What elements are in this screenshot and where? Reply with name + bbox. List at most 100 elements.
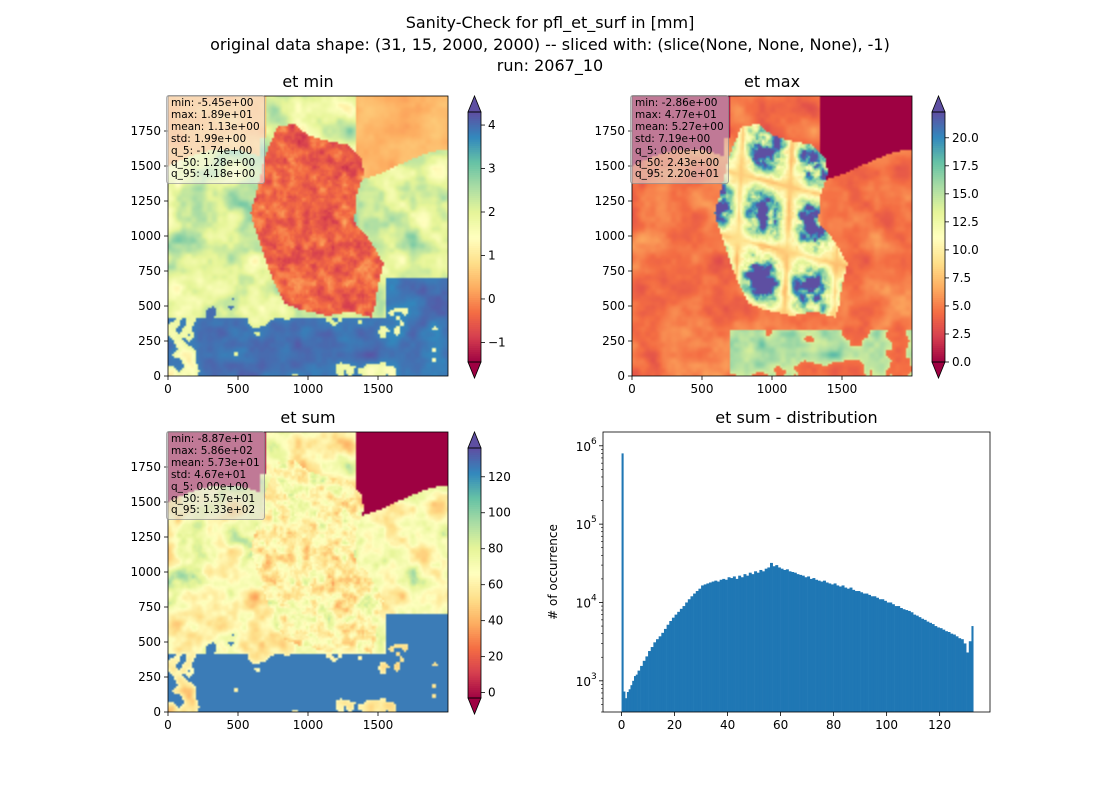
colorbar-segment <box>932 282 945 286</box>
stat-line: q_5: 0.00e+00 <box>635 144 713 157</box>
y-tick-label: 750 <box>602 264 625 278</box>
colorbar-segment <box>468 116 481 119</box>
colorbar-segment <box>468 164 481 167</box>
colorbar-segment <box>468 132 481 136</box>
colorbar-segment <box>468 122 481 126</box>
histogram-bar <box>915 615 919 712</box>
colorbar-segment <box>468 130 481 134</box>
histogram-bar <box>679 608 683 712</box>
histogram-bar <box>759 569 763 712</box>
colorbar-segment <box>468 266 481 269</box>
histogram-bar <box>653 642 657 712</box>
colorbar-segment <box>468 514 481 518</box>
colorbar-segment <box>468 237 481 240</box>
colorbar-segment <box>468 473 481 476</box>
colorbar-segment <box>932 155 945 159</box>
histogram-bar <box>724 579 728 712</box>
histogram-bar <box>796 574 800 712</box>
colorbar-segment <box>468 259 481 263</box>
colorbar-segment <box>932 187 945 190</box>
histogram-bar <box>865 593 869 712</box>
colorbar-segment <box>932 278 945 282</box>
colorbar-segment <box>468 591 481 595</box>
stat-line: max: 5.86e+02 <box>171 444 253 457</box>
histogram-bar <box>793 572 797 712</box>
colorbar-segment <box>932 224 945 228</box>
colorbar-extend-max <box>467 94 482 113</box>
colorbar-segment <box>468 600 481 603</box>
y-tick-label: 1500 <box>130 495 161 509</box>
colorbar-segment <box>468 468 481 472</box>
colorbar-segment <box>468 535 481 539</box>
histogram-bar <box>807 576 811 712</box>
x-tick-label: 100 <box>875 718 898 732</box>
colorbar-segment <box>468 652 481 655</box>
histogram-bar <box>656 639 659 712</box>
colorbar-segment <box>468 683 481 687</box>
y-tick-label: 250 <box>602 334 625 348</box>
colorbar-segment <box>468 560 481 564</box>
colorbar-tick-label: 1 <box>488 248 496 262</box>
colorbar-segment <box>468 339 481 342</box>
stat-line: std: 4.67e+01 <box>171 468 247 481</box>
colorbar-segment <box>932 316 945 319</box>
colorbar-segment <box>468 147 481 151</box>
colorbar-segment <box>932 122 945 126</box>
colorbar-segment <box>932 209 945 213</box>
y-tick-label: 10 <box>576 596 591 610</box>
histogram-bar <box>876 597 879 712</box>
colorbar-segment <box>468 579 481 582</box>
colorbar-segment <box>468 272 481 276</box>
colorbar-segment <box>468 454 481 457</box>
colorbar-et-min: −1 0 1 2 3 4 <box>467 94 506 380</box>
x-tick-label: 0 <box>164 718 172 732</box>
colorbar-segment <box>932 345 945 349</box>
colorbar-segment <box>932 172 945 176</box>
colorbar-segment <box>468 566 481 570</box>
colorbar-segment <box>468 278 481 282</box>
histogram-bar <box>746 575 750 712</box>
histogram-bar <box>732 576 736 712</box>
colorbar-segment <box>932 226 945 230</box>
histogram-bar <box>642 660 646 712</box>
colorbar-segment <box>468 262 481 265</box>
colorbar-segment <box>932 128 945 132</box>
colorbar-segment <box>468 178 481 182</box>
histogram-bar <box>788 571 792 712</box>
colorbar-segment <box>468 456 481 460</box>
histogram-bar <box>661 632 665 712</box>
histogram-bar <box>860 592 864 712</box>
colorbar-segment <box>468 241 481 244</box>
colorbar-segment <box>468 585 481 589</box>
colorbar-segment <box>932 166 945 169</box>
colorbar-segment <box>932 299 945 303</box>
colorbar-segment <box>468 245 481 249</box>
colorbar-tick-label: 0 <box>488 292 496 306</box>
colorbar-segment <box>468 498 481 501</box>
x-tick-label: 80 <box>826 718 841 732</box>
histogram-bar <box>823 580 826 712</box>
colorbar-segment <box>932 330 945 334</box>
colorbar-segment <box>468 639 481 643</box>
colorbar-segment <box>468 224 481 228</box>
stat-line: min: -2.86e+00 <box>635 97 718 109</box>
stat-line: min: -8.87e+01 <box>171 433 254 445</box>
colorbar-segment <box>468 664 481 668</box>
colorbar-segment <box>468 230 481 234</box>
histogram-bar <box>929 622 932 712</box>
colorbar-segment <box>932 305 945 309</box>
colorbar-segment <box>468 162 481 165</box>
histogram-bar <box>886 602 890 712</box>
colorbar-extend-min <box>931 361 946 380</box>
histogram-bar <box>730 578 734 712</box>
histogram-bar <box>913 614 917 712</box>
y-tick-label: 1750 <box>130 460 161 474</box>
colorbar-segment <box>468 337 481 340</box>
colorbar-segment <box>468 330 481 334</box>
colorbar-segment <box>468 134 481 138</box>
colorbar-segment <box>468 297 481 301</box>
axes-frame <box>602 431 991 713</box>
colorbar-segment <box>468 510 481 514</box>
colorbar-segment <box>468 301 481 305</box>
colorbar-segment <box>932 257 945 261</box>
